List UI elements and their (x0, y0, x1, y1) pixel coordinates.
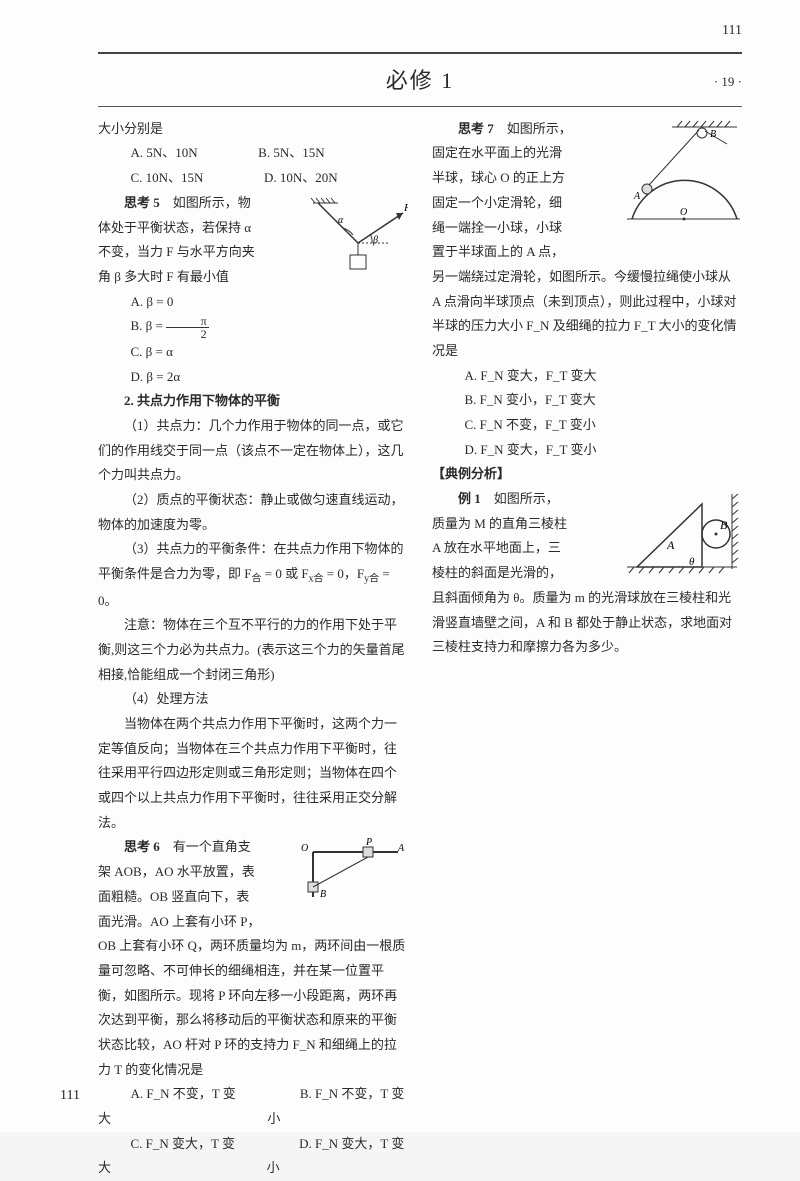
label-O: O (680, 207, 687, 218)
frac-den: 2 (166, 328, 209, 340)
text: 有一个直角支 (160, 839, 251, 854)
label-A: A (666, 538, 675, 552)
option-c: C. β = α (98, 340, 408, 365)
option-b: B. F_N 不变，T 变小 (267, 1082, 408, 1131)
option-b: B. F_N 变小，F_T 变大 (432, 388, 742, 413)
rule-top (98, 52, 742, 54)
label-B: B (710, 129, 716, 140)
frac-num: π (166, 315, 209, 328)
option-row: A. F_N 不变，T 变大 B. F_N 不变，T 变小 (98, 1082, 408, 1131)
text: 另一端绕过定滑轮，如图所示。今缓慢拉绳使小球从 A 点滑向半球顶点（未到顶点），… (432, 265, 742, 364)
text: （1）共点力：几个力作用于物体的同一点，或它们的作用线交于同一点（该点不一定在物… (98, 414, 408, 488)
text: 面光滑。AO 上套有小环 P， (98, 910, 408, 935)
option-d: D. F_N 变大，F_T 变小 (432, 438, 742, 463)
label-beta: β (372, 235, 378, 246)
label-B: B (720, 518, 728, 532)
sub-page-number: · 19 · (714, 70, 742, 95)
text: 如图所示， (481, 491, 559, 506)
think7-label: 思考 7 (458, 121, 494, 136)
option-c: C. F_N 变大，T 变大 (98, 1132, 239, 1181)
text: 且斜面倾角为 θ。质量为 m 的光滑球放在三棱柱和光滑竖直墙壁之间，A 和 B … (432, 586, 742, 660)
chapter-title: 必修 1 (98, 60, 742, 102)
text: 如图所示， (494, 121, 572, 136)
label-A: A (397, 843, 405, 854)
label-F: F (403, 202, 408, 214)
text: （2）质点的平衡状态：静止或做匀速直线运动，物体的加速度为零。 (98, 488, 408, 537)
rule-under-chapter (98, 106, 742, 107)
option-row: C. F_N 变大，T 变大 D. F_N 变大，T 变小 (98, 1132, 408, 1181)
text: 大小分别是 (98, 117, 408, 142)
label-P: P (365, 837, 372, 848)
left-column: 大小分别是 A. 5N、10N B. 5N、15N C. 10N、15N D. … (98, 117, 408, 1181)
text: 置于半球面上的 A 点， (432, 240, 742, 265)
figure-think5: F α β (308, 193, 408, 273)
label-B: B (320, 889, 326, 900)
two-column-layout: 大小分别是 A. 5N、10N B. 5N、15N C. 10N、15N D. … (98, 117, 742, 1181)
heading-2: 2. 共点力作用下物体的平衡 (98, 389, 408, 414)
figure-think6: O P A B (298, 837, 408, 907)
option-row: A. 5N、10N B. 5N、15N (98, 141, 408, 166)
label-O: O (301, 843, 308, 854)
text: （4）处理方法 (98, 687, 408, 712)
think5-label: 思考 5 (124, 195, 160, 210)
figure-example1: A B θ (622, 489, 742, 579)
option-d: D. 10N、20N (231, 166, 337, 191)
option-c: C. 10N、15N (98, 166, 203, 191)
label-theta: θ (689, 556, 695, 568)
option-b: B. 5N、15N (226, 141, 325, 166)
label-A: A (633, 191, 641, 202)
option-row: C. 10N、15N D. 10N、20N (98, 166, 408, 191)
page-number-bottom: 111 (60, 1083, 80, 1110)
text: （3）共点力的平衡条件：在共点力作用下物体的平衡条件是合力为零，即 F合 = 0… (98, 537, 408, 613)
option-c: C. F_N 不变，F_T 变小 (432, 413, 742, 438)
option-a: A. 5N、10N (98, 141, 198, 166)
page-number-top: 111 (722, 18, 742, 45)
example1-label: 例 1 (458, 491, 481, 506)
think6-label: 思考 6 (124, 839, 160, 854)
text: = 0，F (324, 566, 365, 581)
label-alpha: α (338, 215, 344, 226)
option-d: D. F_N 变大，T 变小 (267, 1132, 408, 1181)
text: B. β = (131, 318, 167, 333)
text: 如图所示，物 (160, 195, 251, 210)
option-a: A. F_N 不变，T 变大 (98, 1082, 239, 1131)
option-a: A. β = 0 (98, 290, 408, 315)
text: 当物体在两个共点力作用下平衡时，这两个力一定等值反向；当物体在三个共点力作用下平… (98, 712, 408, 835)
option-b: B. β = π2 (98, 314, 408, 340)
figure-think7: A B O (622, 119, 742, 229)
right-column: A B O 思考 7 如图所示， 固定在水平面上的光滑 半球，球心 O 的正上方… (432, 117, 742, 1181)
section-heading: 【典例分析】 (432, 462, 742, 487)
text: OB 上套有小环 Q，两环质量均为 m，两环间由一根质量可忽略、不可伸长的细绳相… (98, 934, 408, 1082)
option-d: D. β = 2α (98, 365, 408, 390)
text: = 0 或 F (261, 566, 308, 581)
text: 注意：物体在三个互不平行的力的作用下处于平衡,则这三个力必为共点力。(表示这三个… (98, 613, 408, 687)
option-a: A. F_N 变大，F_T 变大 (432, 364, 742, 389)
